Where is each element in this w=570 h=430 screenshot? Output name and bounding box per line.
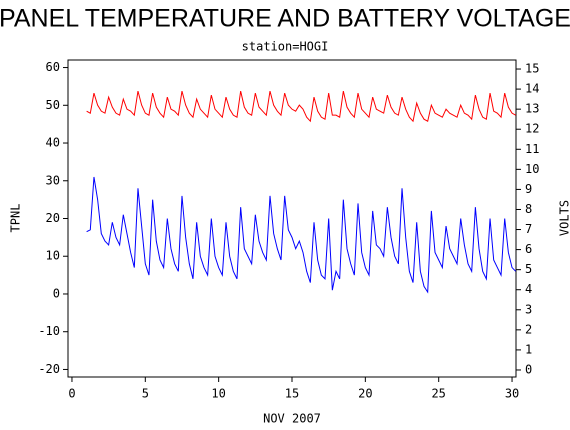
x-tick-label: 30 (505, 387, 519, 401)
y2-tick-label: 13 (525, 102, 539, 116)
y2-tick-label: 10 (525, 162, 539, 176)
y2-tick-label: 9 (525, 182, 532, 196)
y2-tick-label: 8 (525, 202, 532, 216)
x-tick-label: 5 (142, 387, 149, 401)
y-tick-label: 20 (46, 211, 60, 225)
y2-tick-label: 14 (525, 82, 539, 96)
y-tick-label: 0 (53, 286, 60, 300)
y-axis-label: TPNL (9, 204, 23, 233)
x-axis-label: NOV 2007 (263, 412, 321, 426)
chart-subtitle: station=HOGI (242, 40, 329, 54)
y2-tick-label: 3 (525, 302, 532, 316)
y-tick-label: 50 (46, 98, 60, 112)
chart-title: PANEL TEMPERATURE AND BATTERY VOLTAGE (0, 5, 570, 33)
y2-tick-label: 5 (525, 262, 532, 276)
y-tick-label: 40 (46, 136, 60, 150)
series-line (86, 176, 517, 294)
y2-tick-label: 1 (525, 342, 532, 356)
y2-tick-label: 12 (525, 122, 539, 136)
y2-tick-label: 0 (525, 362, 532, 376)
x-tick-label: 25 (431, 387, 445, 401)
series-line (86, 90, 516, 123)
y2-axis-label: VOLTS (558, 200, 570, 236)
y2-tick-label: 6 (525, 242, 532, 256)
y2-tick-label: 2 (525, 322, 532, 336)
y2-tick-label: 4 (525, 282, 532, 296)
y-tick-label: 60 (46, 60, 60, 74)
y2-tick-label: 15 (525, 62, 539, 76)
x-tick-label: 0 (68, 387, 75, 401)
y2-tick-label: 7 (525, 222, 532, 236)
x-tick-label: 15 (285, 387, 299, 401)
y-tick-label: -20 (38, 362, 60, 376)
y-tick-label: -10 (38, 324, 60, 338)
x-tick-label: 20 (358, 387, 372, 401)
y-tick-label: 10 (46, 249, 60, 263)
y-tick-label: 30 (46, 173, 60, 187)
x-tick-label: 10 (211, 387, 225, 401)
y2-tick-label: 11 (525, 142, 539, 156)
